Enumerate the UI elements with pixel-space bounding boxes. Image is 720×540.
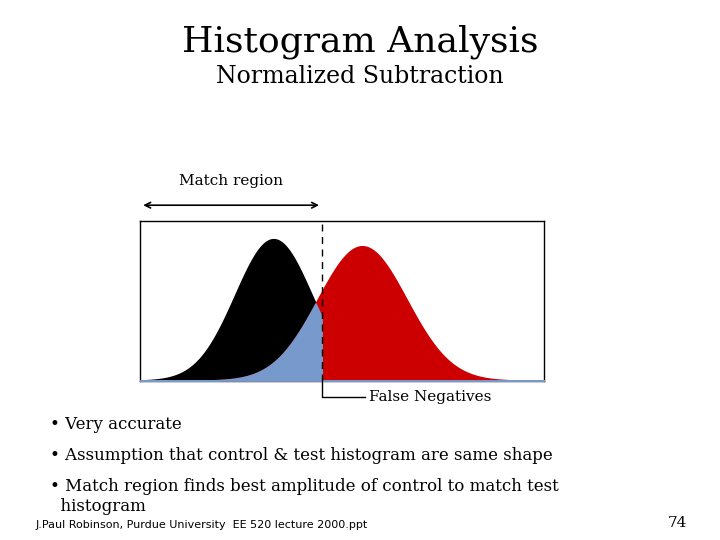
Text: Normalized Subtraction: Normalized Subtraction: [216, 65, 504, 88]
Text: • Very accurate: • Very accurate: [50, 416, 182, 433]
Text: J.Paul Robinson, Purdue University  EE 520 lecture 2000.ppt: J.Paul Robinson, Purdue University EE 52…: [36, 520, 368, 530]
Text: 74: 74: [668, 516, 688, 530]
Text: • Assumption that control & test histogram are same shape: • Assumption that control & test histogr…: [50, 447, 553, 464]
Text: • Match region finds best amplitude of control to match test
  histogram: • Match region finds best amplitude of c…: [50, 478, 559, 515]
Text: Histogram Analysis: Histogram Analysis: [181, 24, 539, 59]
Text: Match region: Match region: [179, 174, 283, 188]
Text: False Negatives: False Negatives: [369, 390, 491, 404]
